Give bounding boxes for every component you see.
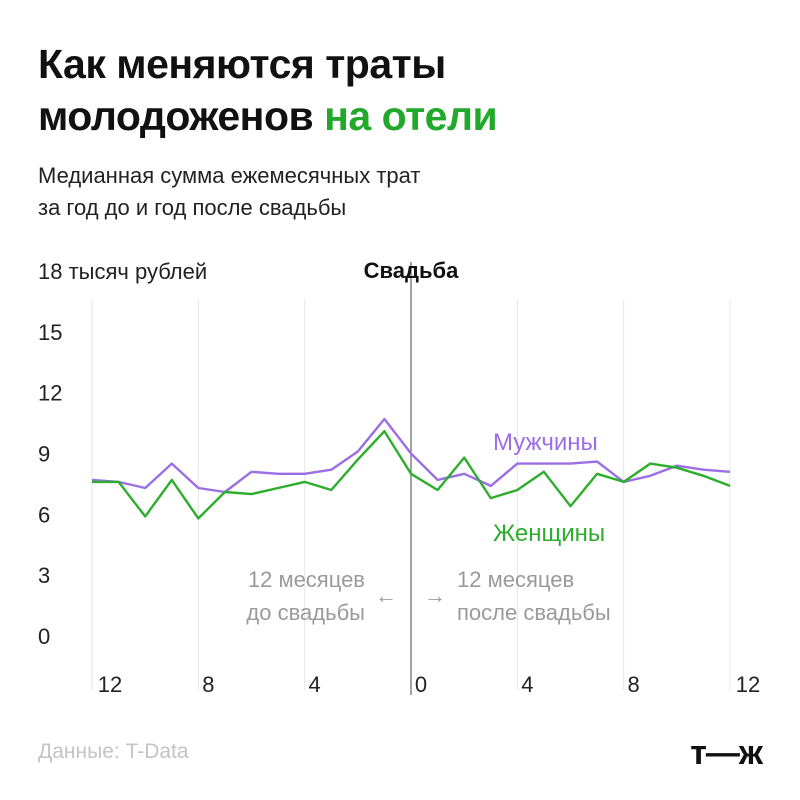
y-tick-label: 6: [38, 502, 50, 527]
x-tick-label: 8: [628, 672, 640, 697]
chart-subtitle: Медианная сумма ежемесячных трат за год …: [38, 160, 421, 224]
title-accent: на отели: [324, 93, 498, 139]
annotation-before-line-2: до свадьбы: [246, 600, 365, 625]
series-line-women: [92, 430, 731, 520]
y-tick-label: 9: [38, 442, 50, 467]
arrow-left-icon: ←: [375, 583, 397, 608]
brand-logo: т—ж: [690, 734, 763, 772]
annotation-after-line-1: 12 месяцев: [457, 567, 574, 592]
x-tick-label: 12: [736, 672, 760, 697]
x-tick-label: 0: [415, 672, 427, 697]
series-label-women: Женщины: [493, 520, 605, 547]
x-tick-label: 12: [98, 672, 122, 697]
y-tick-label: 3: [38, 563, 50, 588]
annotation-before-line-1: 12 месяцев: [248, 567, 365, 592]
annotation-after-line-2: после свадьбы: [457, 600, 611, 625]
subtitle-line-1: Медианная сумма ежемесячных трат: [38, 163, 421, 188]
data-source: Данные: T-Data: [38, 740, 189, 763]
series-label-men: Мужчины: [493, 429, 598, 456]
y-tick-label: 0: [38, 624, 50, 649]
x-tick-label: 8: [202, 672, 214, 697]
y-tick-label: 12: [38, 381, 62, 406]
x-tick-label: 4: [309, 672, 321, 697]
x-tick-label: 4: [521, 672, 533, 697]
y-tick-label: 15: [38, 320, 62, 345]
y-axis-top-label: 18 тысяч рублей: [38, 259, 207, 284]
arrow-right-icon: →: [424, 583, 446, 608]
wedding-marker-label: Свадьба: [364, 258, 459, 283]
title-line-1: Как меняются траты: [38, 41, 446, 87]
subtitle-line-2: за год до и год после свадьбы: [38, 195, 347, 220]
chart-title: Как меняются траты молодоженов на отели: [38, 38, 498, 142]
title-line-2: молодоженов: [38, 93, 314, 139]
